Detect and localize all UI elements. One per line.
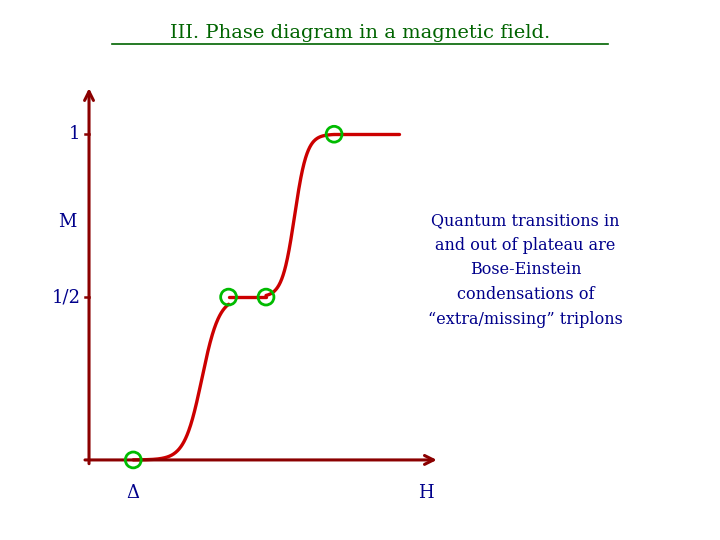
Point [328,130,340,139]
Text: Quantum transitions in
and out of plateau are
Bose-Einstein
condensations of
“ex: Quantum transitions in and out of platea… [428,212,623,328]
Point [222,293,234,301]
Text: Δ: Δ [127,484,140,502]
Text: 1/2: 1/2 [52,288,81,306]
Text: 1: 1 [69,125,81,143]
Point [127,456,139,464]
Point [260,293,271,301]
Text: III. Phase diagram in a magnetic field.: III. Phase diagram in a magnetic field. [170,24,550,42]
Text: H: H [418,484,433,502]
Text: M: M [58,213,76,231]
